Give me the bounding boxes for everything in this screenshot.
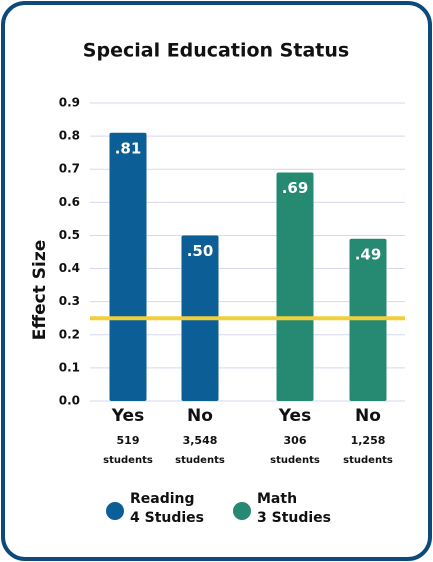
value-label: .81: [115, 139, 142, 157]
sample-size: 519: [117, 434, 140, 447]
x-tick-label: Yes: [111, 406, 144, 426]
y-axis-label: Effect Size: [30, 240, 50, 341]
y-tick-label: 0.6: [59, 195, 80, 209]
legend-swatch: [233, 502, 251, 520]
value-label: .69: [282, 179, 309, 197]
sample-size: 1,258: [351, 434, 386, 447]
y-tick-label: 0.1: [59, 360, 80, 374]
legend-swatch: [106, 502, 124, 520]
y-tick-label: 0.8: [59, 129, 80, 143]
sample-size: 306: [284, 434, 307, 447]
y-tick-label: 0.4: [59, 261, 80, 275]
legend-subtitle: 3 Studies: [257, 510, 331, 526]
legend-label: Math: [257, 491, 297, 507]
x-tick-label: No: [187, 406, 213, 426]
y-tick-label: 0.0: [59, 394, 80, 408]
sample-unit: students: [343, 455, 393, 466]
sample-unit: students: [270, 455, 320, 466]
legend-subtitle: 4 Studies: [130, 510, 204, 526]
sample-size: 3,548: [183, 434, 218, 447]
legend-label: Reading: [130, 491, 195, 507]
bar: [276, 172, 314, 401]
bar: [109, 132, 147, 402]
sample-unit: students: [175, 455, 225, 466]
value-label: .49: [355, 245, 382, 263]
chart-title: Special Education Status: [83, 40, 349, 62]
x-tick-label: No: [355, 406, 381, 426]
y-tick-label: 0.7: [59, 162, 80, 176]
y-tick-label: 0.5: [59, 228, 80, 242]
y-tick-label: 0.2: [59, 327, 80, 341]
sample-unit: students: [103, 455, 153, 466]
y-tick-label: 0.9: [59, 96, 80, 110]
x-tick-label: Yes: [278, 406, 311, 426]
y-tick-label: 0.3: [59, 294, 80, 308]
value-label: .50: [187, 242, 214, 260]
